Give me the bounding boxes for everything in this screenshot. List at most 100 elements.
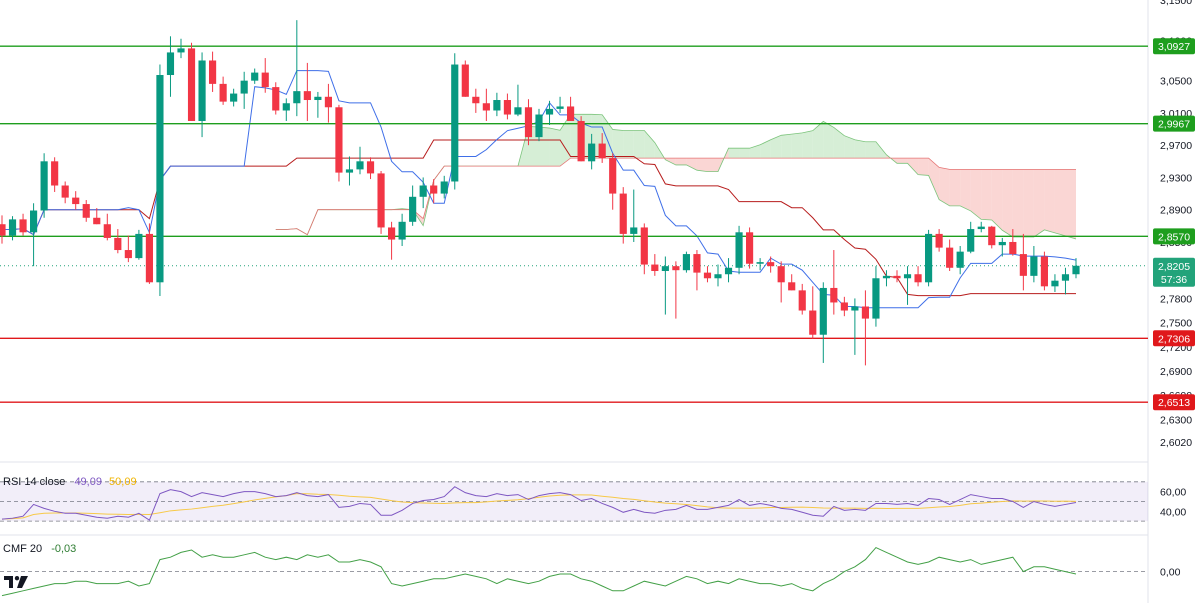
pane-backgrounds [0,0,1149,603]
candle-body [893,275,901,279]
cloud-segment [728,148,740,159]
candle-body [903,274,912,279]
candle-body [809,310,817,335]
cloud-segment [633,130,645,159]
cloud-segment [949,169,961,206]
price-tick-label: 2,6300 [1160,414,1192,426]
candle-body [209,60,217,84]
cmf-legend: CMF 20 -0,03 [3,543,76,555]
cloud-segment [897,158,908,164]
candle-body [166,52,175,76]
candle-body [967,229,975,252]
price-tick-label: 3,0500 [1160,76,1192,88]
candle-body [93,217,101,225]
candle-body [651,264,659,272]
candle-body [356,161,364,170]
candle-body [693,254,701,273]
candle-body [819,287,827,335]
candle-body [472,96,480,104]
cloud-segment [970,169,982,220]
cloud-segment [696,158,708,172]
candle-body [177,48,185,53]
candle-body [240,80,248,94]
candle-body [851,306,859,311]
candle-body [8,219,17,236]
rsi-legend-ma-value: 50,09 [109,476,137,488]
candle-body [230,93,238,102]
candle-body [0,224,6,236]
candle-body [661,266,669,272]
cloud-segment [623,130,634,159]
price-tick-label: 2,9300 [1160,172,1192,184]
cloud-segment [760,139,771,159]
candle-body [219,83,227,102]
level-price-badge-text: 2,7306 [1158,333,1190,345]
cloud-segment [770,135,782,159]
candle-body [82,204,90,218]
price-tick-label: 2,7800 [1160,293,1192,305]
candle-body [977,226,985,230]
price-tick-label: 2,8900 [1160,205,1192,217]
cloud-segment [928,158,940,200]
candle-body [872,278,880,319]
candle-body [598,143,606,159]
candle-body [545,108,554,115]
cloud-segment [918,158,929,176]
candle-body [988,226,996,246]
candle-body [282,103,290,111]
cloud-segment [739,148,750,159]
candle-body [777,266,785,283]
candle-body [514,107,522,115]
cmf-legend-value: -0,03 [51,543,76,555]
candle-body [503,100,511,115]
candle-body [198,60,206,121]
candle-body [72,197,80,205]
cloud-segment [749,144,761,159]
candle-body [398,221,406,240]
candle-body [451,64,459,182]
cloud-segment [707,158,718,172]
cloud-segment [791,132,803,159]
candle-body [303,91,311,101]
candle-body [366,161,375,174]
candle-body [1019,254,1027,276]
level-price-badge [1153,330,1195,347]
candle-body [640,227,648,265]
level-price-badge-text: 2,9967 [1158,119,1190,131]
price-badges: 3,0927 2,9967 2,8570 2,7306 2,6513 2,820557:3… [1153,38,1195,411]
candle-body [51,161,59,186]
rsi-legend-label: RSI 14 close [3,476,65,488]
candle-body [724,267,733,275]
candle-body [935,233,943,248]
candle-body [619,193,627,234]
candle-body [535,114,543,138]
rsi-line [1,486,1077,521]
cloud-segment [823,121,834,159]
level-price-badge [1153,38,1195,55]
candle-body [746,232,754,264]
level-price-badge [1153,228,1195,245]
tradingview-logo[interactable] [4,576,28,588]
candle-body [756,262,764,264]
candle-body [345,169,354,173]
last-price-badge-countdown: 57:36 [1161,274,1187,286]
candle-body [377,173,385,228]
candle-body [103,224,111,238]
candle-body [493,100,501,111]
cloud-segment [1023,169,1034,237]
candle-body [861,306,869,319]
candle-body [577,120,585,162]
cloud-segment [865,141,876,159]
cloud-segment [844,135,855,159]
candle-body [324,96,332,108]
candle-body [567,106,575,121]
candle-body [956,251,964,268]
price-tick-label: 2,6020 [1160,437,1192,449]
cloud-segment [644,130,655,159]
candle-body [882,275,891,279]
candle-body [588,143,596,162]
cloud-segment [991,169,1003,231]
cloud-segment [802,130,813,159]
